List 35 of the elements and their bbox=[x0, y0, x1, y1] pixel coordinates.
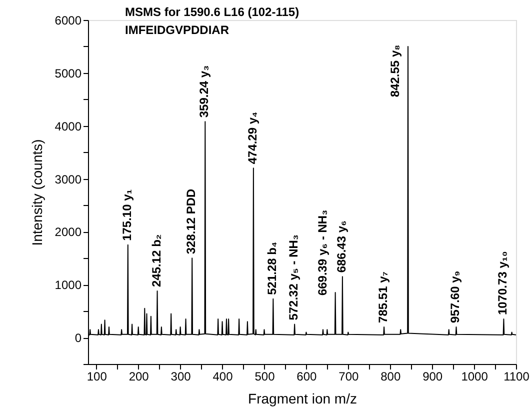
y-tick-label: 6000 bbox=[54, 14, 82, 28]
annotation: 175.10 y₁ bbox=[120, 189, 134, 241]
y-axis-title: Intensity (counts) bbox=[28, 139, 45, 246]
x-tick-label: 100 bbox=[86, 370, 108, 384]
x-tick-label: 200 bbox=[128, 370, 150, 384]
annotation: 1070.73 y₁₀ bbox=[496, 251, 510, 316]
x-tick-label: 800 bbox=[380, 370, 401, 384]
x-tick-label: 900 bbox=[422, 370, 443, 384]
chart-title: MSMS for 1590.6 L16 (102-115) bbox=[125, 5, 300, 19]
y-tick-label: 1000 bbox=[54, 278, 82, 292]
annotation: 785.51 y₇ bbox=[376, 271, 390, 323]
annotation: 245.12 b₂ bbox=[149, 234, 164, 287]
annotation: 842.55 y₈ bbox=[388, 44, 402, 98]
x-tick-label: 300 bbox=[170, 370, 192, 384]
chart-subtitle: IMFEIDGVPDDIAR bbox=[125, 23, 230, 37]
annotation: 359.24 y₃ bbox=[197, 65, 212, 118]
x-tick-label: 500 bbox=[254, 370, 276, 384]
y-tick-label: 4000 bbox=[54, 119, 82, 134]
x-tick-label: 1100 bbox=[504, 370, 530, 384]
annotation: 669.39 y₆ - NH₃ bbox=[315, 210, 330, 296]
y-tick-label: 3000 bbox=[54, 172, 82, 186]
annotation: 957.60 y₉ bbox=[448, 270, 462, 323]
x-tick-label: 1000 bbox=[461, 370, 488, 384]
annotation: 572.32 y₅ - NH₃ bbox=[286, 234, 301, 320]
annotation: 521.28 b₄ bbox=[265, 242, 280, 295]
annotation: 474.29 y₄ bbox=[245, 111, 260, 164]
annotation: 328.12 PDD bbox=[184, 188, 198, 254]
y-tick-label: 5000 bbox=[54, 66, 82, 80]
y-tick-label: 2000 bbox=[54, 225, 82, 240]
x-tick-label: 700 bbox=[338, 370, 359, 384]
y-tick-label: 0 bbox=[74, 331, 82, 346]
x-tick-label: 600 bbox=[296, 370, 318, 384]
x-axis-title: Fragment ion m/z bbox=[248, 390, 357, 406]
annotation: 686.43 y₆ bbox=[334, 220, 348, 273]
x-tick-label: 400 bbox=[212, 370, 234, 384]
